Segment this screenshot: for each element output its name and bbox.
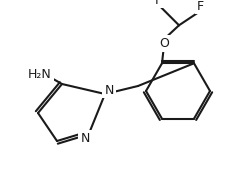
Text: H₂N: H₂N — [28, 67, 52, 80]
Text: N: N — [104, 83, 114, 96]
Text: F: F — [155, 0, 161, 7]
Text: O: O — [159, 37, 169, 50]
Text: F: F — [196, 0, 204, 13]
Text: N: N — [80, 131, 90, 145]
